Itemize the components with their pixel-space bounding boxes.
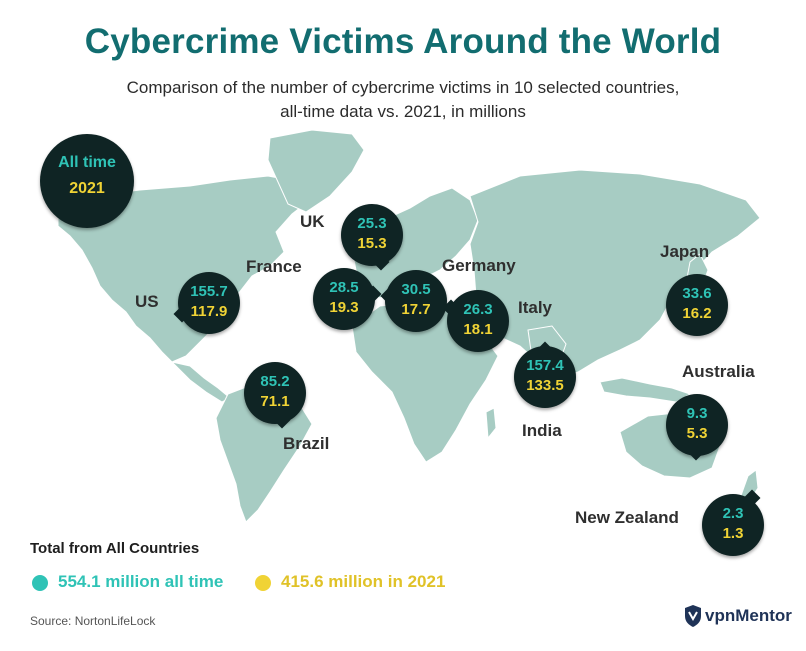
value-2021: 18.1 [463,321,493,338]
label-india: India [522,421,562,440]
bubble-india: 157.4 133.5 [514,341,576,408]
all-time-dot-icon [32,575,48,591]
key-2021-label: 2021 [69,180,105,197]
value-all-time: 25.3 [357,215,387,232]
central-america-landmass [170,361,231,403]
value-2021: 71.1 [260,393,290,410]
label-new-zealand: New Zealand [575,508,679,527]
bubble-australia: 9.3 5.3 [666,394,728,461]
label-australia: Australia [682,362,755,381]
bubble-italy: 26.3 18.1 [442,290,509,352]
value-all-time: 26.3 [463,301,493,318]
value-2021: 16.2 [682,305,712,322]
value-2021: 133.5 [526,377,564,394]
bubble-uk: 25.3 15.3 [341,204,403,271]
label-us: US [135,292,159,311]
bubble-us: 155.7 117.9 [173,272,240,334]
value-all-time: 155.7 [190,283,228,300]
value-all-time: 28.5 [329,279,359,296]
value-all-time: 30.5 [401,281,431,298]
value-2021: 19.3 [329,299,359,316]
bubble-brazil: 85.2 71.1 [244,362,306,429]
brand-suffix: Mentor [735,606,792,625]
label-france: France [246,257,302,276]
value-2021: 17.7 [401,301,431,318]
value-all-time: 2.3 [722,505,744,522]
totals-2021: 415.6 million in 2021 [281,572,446,591]
label-italy: Italy [518,298,553,317]
totals-title: Total from All Countries [30,540,200,557]
bubble-france: 28.5 19.3 [313,268,382,330]
value-2021: 15.3 [357,235,387,252]
greenland-landmass [267,129,365,213]
label-germany: Germany [442,256,516,275]
value-2021: 5.3 [686,425,708,442]
totals-all-time: 554.1 million all time [58,572,224,591]
chart-subtitle: Comparison of the number of cybercrime v… [126,78,680,121]
source-note: Source: NortonLifeLock [30,614,156,628]
value-all-time: 33.6 [682,285,712,302]
value-all-time: 85.2 [260,373,290,390]
chart-title: Cybercrime Victims Around the World [84,22,722,61]
brand-prefix: vpn [705,606,736,625]
indonesia-landmass [599,377,692,403]
bubble-japan: 33.6 16.2 [666,274,728,336]
value-all-time: 9.3 [686,405,708,422]
year-2021-dot-icon [255,575,271,591]
vpnmentor-shield-icon [685,605,701,627]
value-2021: 117.9 [190,303,228,320]
label-uk: UK [300,212,325,231]
key-all-time-label: All time [58,154,116,171]
madagascar-landmass [485,407,497,440]
value-all-time: 157.4 [526,357,564,374]
label-japan: Japan [660,242,710,261]
bubble-germany: 30.5 17.7 [380,270,447,332]
bubble-new-zealand: 2.3 1.3 [702,489,764,556]
value-2021: 1.3 [722,525,744,542]
vpnmentor-logo: vpnMentor [705,606,792,626]
label-brazil: Brazil [283,434,330,453]
key-bubble: All time 2021 [40,134,134,228]
